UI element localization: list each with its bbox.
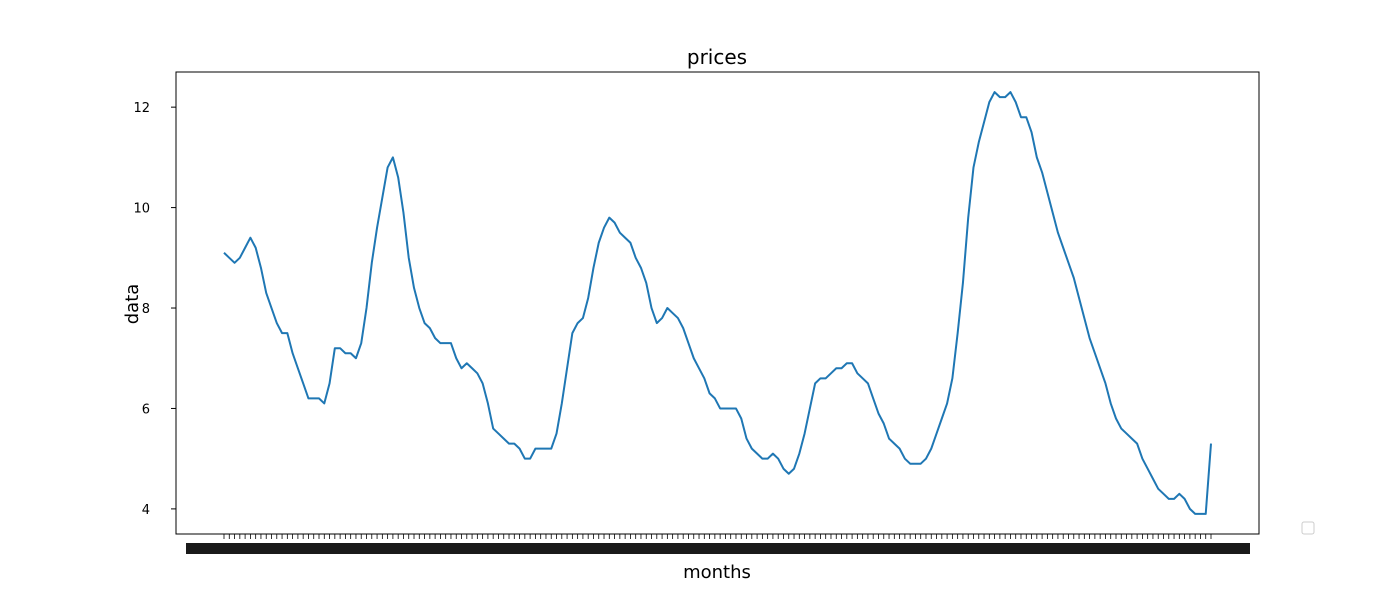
y-axis: 4 6 8 10 12 — [133, 101, 176, 518]
legend-box — [1301, 521, 1315, 535]
chart-title: prices — [687, 45, 747, 69]
y-tick-label: 10 — [133, 202, 150, 217]
plot-frame — [175, 71, 1260, 535]
y-tick-label: 6 — [142, 402, 150, 417]
y-tick-label: 12 — [133, 101, 150, 116]
y-tick-label: 4 — [142, 503, 150, 518]
x-tick-labels-overlap — [186, 543, 1250, 554]
x-axis-label: months — [683, 562, 751, 583]
series-line — [223, 91, 1212, 515]
x-axis — [186, 534, 1250, 554]
y-axis-label: data — [122, 284, 143, 325]
y-tick-label: 8 — [142, 302, 150, 317]
plot-area — [175, 71, 1260, 535]
